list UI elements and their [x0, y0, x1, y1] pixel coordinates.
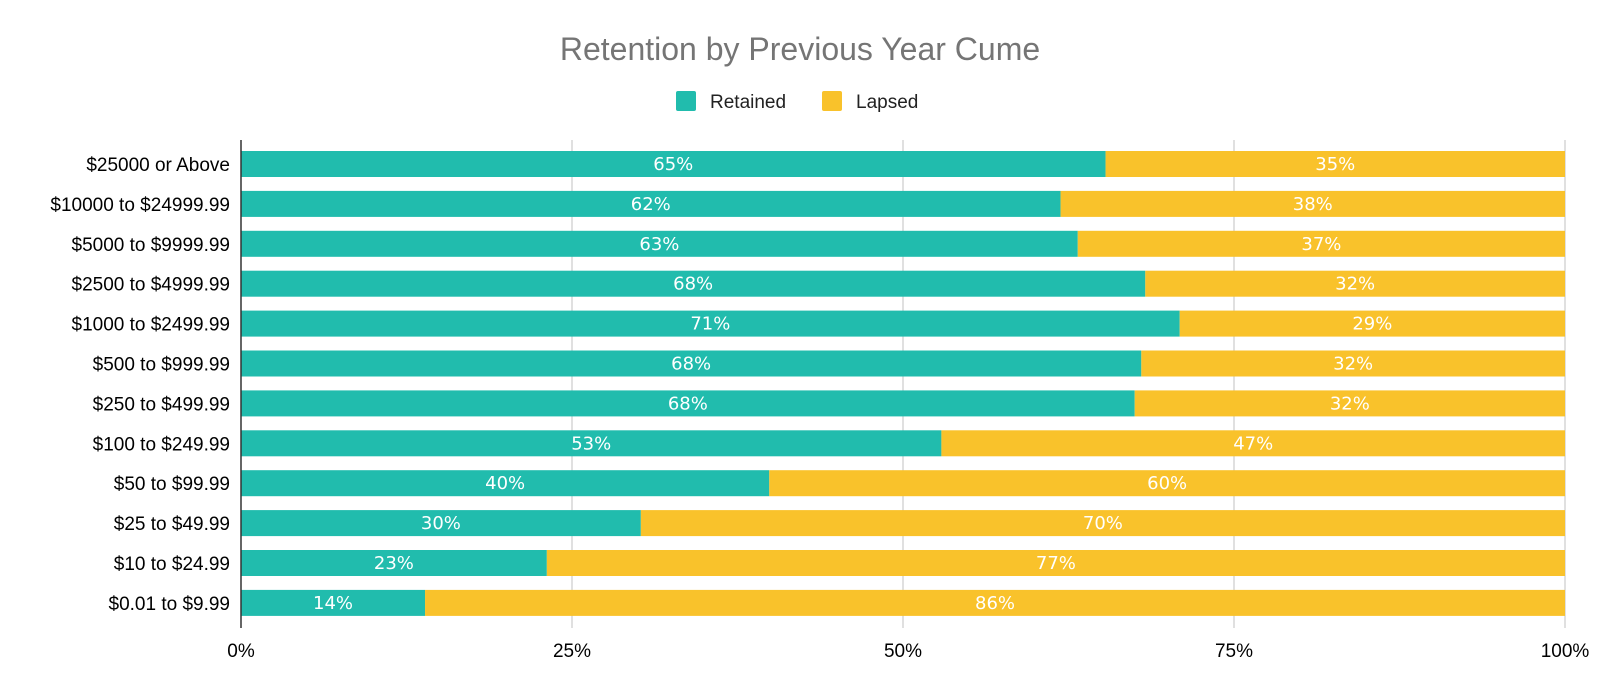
category-label: $5000 to $9999.99 [72, 235, 231, 256]
bar-retained [241, 550, 547, 576]
bar-retained [241, 190, 1061, 217]
legend-swatch-lapsed [822, 91, 842, 111]
category-label: $2500 to $4999.99 [72, 275, 231, 296]
legend-label-retained: Retained [710, 92, 786, 113]
data-label-retained: 63% [639, 234, 679, 255]
data-label-retained: 53% [571, 433, 611, 454]
x-tick-label: 0% [227, 641, 255, 662]
data-label-retained: 23% [374, 553, 414, 574]
category-label: $1000 to $2499.99 [72, 315, 231, 336]
data-label-lapsed: 77% [1036, 553, 1076, 574]
data-label-lapsed: 38% [1293, 194, 1333, 215]
bar-lapsed [1134, 390, 1565, 417]
legend: Retained Lapsed [676, 91, 918, 113]
data-label-lapsed: 32% [1335, 274, 1375, 295]
bars [241, 151, 1565, 616]
legend-label-lapsed: Lapsed [856, 92, 918, 113]
bar-lapsed [1179, 310, 1565, 337]
x-axis-ticks: 0% 25% 50% 75% 100% [227, 641, 1589, 662]
bar-lapsed [640, 510, 1565, 537]
data-label-retained: 14% [313, 593, 353, 614]
data-label-retained: 62% [631, 194, 671, 215]
bar-retained [241, 510, 641, 537]
data-label-retained: 71% [690, 314, 730, 335]
bar-retained [241, 310, 1180, 337]
data-label-lapsed: 60% [1147, 473, 1187, 494]
bar-retained [241, 430, 942, 457]
category-label: $250 to $499.99 [93, 394, 230, 415]
category-axis-labels: $25000 or Above $10000 to $24999.99 $5000 … [50, 155, 230, 615]
bar-lapsed [1105, 151, 1565, 177]
category-label: $25 to $49.99 [114, 514, 230, 535]
data-label-lapsed: 47% [1233, 433, 1273, 454]
bar-lapsed [1141, 350, 1565, 377]
category-label: $500 to $999.99 [93, 355, 230, 376]
data-label-retained: 68% [671, 354, 711, 375]
data-label-lapsed: 29% [1352, 314, 1392, 335]
data-label-lapsed: 37% [1301, 234, 1341, 255]
data-label-lapsed: 70% [1083, 513, 1123, 534]
bar-retained [241, 230, 1078, 257]
bar-lapsed [546, 550, 1565, 576]
bar-lapsed [769, 470, 1565, 497]
bar-retained [241, 270, 1146, 297]
bar-labels: 65% 35% 62% 38% 63% 37% 68% 32% 71% 29% 68% 32% 68% 3… [313, 154, 1392, 614]
data-label-retained: 65% [653, 154, 693, 175]
data-label-retained: 40% [485, 473, 525, 494]
bar-retained [241, 589, 426, 616]
category-label: $25000 or Above [86, 155, 230, 176]
data-label-retained: 30% [421, 513, 461, 534]
data-label-retained: 68% [668, 393, 708, 414]
bar-retained [241, 151, 1106, 177]
x-tick-label: 50% [884, 641, 922, 662]
data-label-retained: 68% [673, 274, 713, 295]
x-tick-label: 25% [553, 641, 591, 662]
data-label-lapsed: 32% [1330, 393, 1370, 414]
data-label-lapsed: 35% [1315, 154, 1355, 175]
bar-retained [241, 350, 1142, 377]
bar-retained [241, 470, 770, 497]
category-label: $100 to $249.99 [93, 434, 230, 455]
x-tick-label: 75% [1215, 641, 1253, 662]
category-label: $50 to $99.99 [114, 474, 230, 495]
data-label-lapsed: 32% [1333, 354, 1373, 375]
bar-lapsed [425, 589, 1565, 616]
bar-lapsed [1145, 270, 1565, 297]
bar-lapsed [941, 430, 1565, 457]
category-label: $10000 to $24999.99 [50, 195, 230, 216]
bar-lapsed [1060, 190, 1565, 217]
bar-retained [241, 390, 1135, 417]
legend-swatch-retained [676, 91, 696, 111]
chart-title: Retention by Previous Year Cume [560, 31, 1040, 67]
x-tick-label: 100% [1541, 641, 1590, 662]
bar-lapsed [1077, 230, 1565, 257]
category-label: $0.01 to $9.99 [109, 594, 231, 615]
data-label-lapsed: 86% [975, 593, 1015, 614]
category-label: $10 to $24.99 [114, 554, 230, 575]
gridlines [571, 140, 1566, 628]
